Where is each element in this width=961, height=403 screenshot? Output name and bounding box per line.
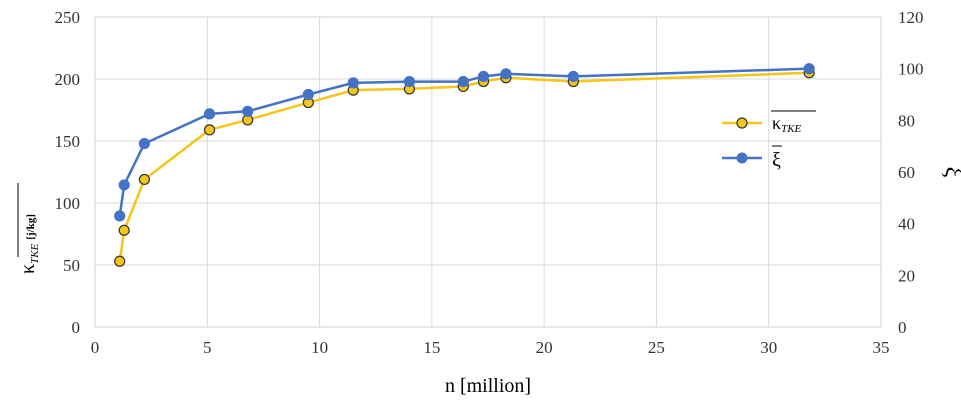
y2-tick-label: 20: [898, 266, 915, 285]
y2-tick-label: 100: [898, 60, 924, 79]
y2-tick-label: 60: [898, 163, 915, 182]
x-tick-label: 10: [311, 338, 328, 357]
data-point-xi: [138, 137, 151, 150]
legend-swatch-marker-xi: [736, 152, 748, 164]
data-point-xi: [457, 75, 469, 88]
x-tick-label: 35: [873, 338, 890, 357]
series-layer: [114, 63, 815, 267]
data-point-kappa: [114, 255, 126, 267]
y-tick-label: 200: [55, 70, 81, 89]
series-line-kappa: [118, 71, 810, 262]
legend-item-kappa: κTKE: [722, 110, 816, 135]
y-tick-label: 250: [55, 8, 81, 27]
data-point-xi: [118, 179, 130, 191]
x-tick-label: 0: [91, 338, 100, 357]
data-point-xi: [567, 70, 579, 83]
legend-swatch-marker-kappa: [736, 117, 748, 129]
data-point-xi: [203, 108, 216, 120]
data-point-kappa: [138, 173, 151, 186]
data-point-xi: [803, 63, 815, 75]
x-axis-title: n [million]: [445, 375, 531, 397]
data-point-xi: [500, 68, 512, 80]
tick-labels: 0 5 10 15 20 25 30 35 0 50 100 150 200 250 0 20 40 60 80 10…: [55, 8, 924, 357]
y2-tick-label: 80: [898, 111, 915, 130]
y-axis-title: κTKE [j/kg]: [17, 183, 41, 274]
series-xi: [114, 63, 815, 222]
series-kappa: [114, 67, 815, 267]
x-tick-label: 20: [536, 338, 553, 357]
data-point-kappa: [203, 124, 216, 136]
y2-axis-symbol: ξ: [940, 167, 961, 178]
y-tick-label: 50: [63, 256, 80, 275]
data-point-xi: [302, 88, 314, 101]
y2-tick-label: 40: [898, 215, 915, 234]
plot-area-border: [94, 16, 882, 328]
data-point-kappa: [118, 224, 130, 236]
grid: [95, 17, 881, 327]
y-tick-label: 0: [72, 318, 81, 337]
data-point-xi: [403, 75, 415, 88]
data-point-xi: [114, 210, 126, 222]
y2-axis-title: ξ: [940, 167, 961, 178]
legend: κTKE ξ: [722, 110, 816, 171]
y-tick-label: 150: [55, 132, 81, 151]
data-point-xi: [347, 77, 359, 89]
legend-label-kappa: κTKE: [772, 113, 802, 135]
x-tick-label: 15: [423, 338, 440, 357]
x-tick-label: 25: [648, 338, 665, 357]
y-axis-unit: [j/kg]: [25, 214, 37, 240]
y-axis-symbol: κ: [17, 264, 39, 274]
data-point-xi: [477, 70, 490, 83]
y-axis-subscript: TKE: [29, 243, 41, 263]
x-tick-label: 30: [760, 338, 777, 357]
svg-text:κTKE[j/kg]: κTKE [j/kg]: [17, 214, 41, 274]
y2-tick-label: 120: [898, 8, 924, 27]
y-tick-label: 100: [55, 194, 81, 213]
legend-label-xi: ξ: [772, 149, 781, 171]
data-point-xi: [242, 105, 254, 117]
y2-tick-label: 0: [898, 318, 907, 337]
legend-item-xi: ξ: [722, 145, 782, 171]
x-tick-label: 5: [203, 338, 212, 357]
